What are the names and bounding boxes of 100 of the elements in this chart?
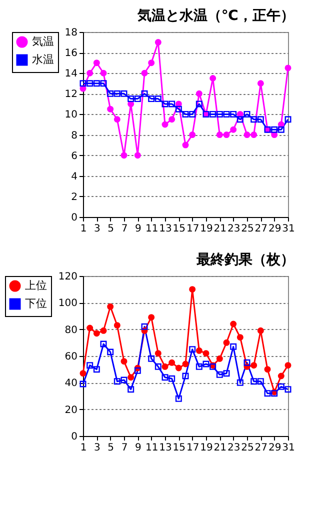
point (216, 355, 223, 362)
y-tick-label: 8 (71, 130, 78, 142)
point (128, 386, 134, 393)
x-tick-label: 23 (227, 224, 240, 234)
point (141, 90, 148, 97)
point (86, 362, 94, 369)
legend-label: 上位 (25, 279, 47, 292)
x-tick-label: 5 (108, 224, 114, 234)
point (284, 386, 292, 393)
point (114, 116, 120, 123)
x-tick-label: 21 (214, 442, 227, 454)
point (244, 132, 250, 138)
y-tick-label: 0 (71, 212, 78, 224)
y-tick-label: 10 (64, 110, 78, 121)
y-tick-label: 60 (64, 352, 78, 362)
point (141, 323, 148, 330)
point (278, 383, 284, 390)
y-tick-label: 20 (64, 404, 78, 416)
point (162, 121, 168, 128)
point (120, 90, 128, 97)
point (134, 152, 141, 159)
point (100, 80, 107, 87)
x-tick-label: 27 (254, 442, 268, 454)
point (86, 80, 94, 87)
point (162, 363, 168, 370)
point (93, 366, 100, 373)
point (257, 80, 264, 87)
point (244, 359, 250, 366)
point (223, 339, 230, 346)
x-tick-label: 7 (121, 442, 128, 454)
point (148, 60, 155, 66)
point (189, 132, 196, 138)
point (93, 80, 100, 87)
point (257, 116, 264, 123)
point (162, 100, 168, 108)
point (271, 126, 278, 133)
x-tick-label: 11 (145, 224, 158, 234)
point (80, 80, 86, 87)
point (93, 60, 100, 66)
legend-label: 水温 (32, 53, 54, 66)
x-tick-label: 31 (282, 442, 295, 454)
point (107, 303, 114, 310)
y-tick-label: 40 (64, 378, 78, 390)
x-tick-label: 7 (121, 224, 128, 234)
point (86, 324, 94, 332)
point (216, 132, 223, 138)
point (223, 370, 230, 377)
point (216, 371, 223, 378)
point (216, 110, 223, 118)
point (175, 364, 182, 372)
point (264, 390, 271, 397)
point (86, 70, 94, 76)
y-tick-label: 18 (64, 28, 78, 38)
point (223, 110, 230, 118)
y-tick-label: 4 (71, 171, 78, 182)
point (236, 379, 244, 386)
point (128, 96, 134, 102)
y-tick-label: 2 (71, 192, 78, 203)
x-tick-label: 21 (214, 224, 227, 234)
point (107, 348, 114, 356)
point (148, 96, 155, 102)
point (168, 375, 176, 382)
point (196, 363, 202, 370)
point (210, 75, 216, 82)
point (168, 100, 176, 108)
point (168, 116, 176, 123)
x-tick-label: 19 (200, 442, 213, 454)
legend-label: 気温 (32, 35, 54, 48)
point (114, 90, 120, 97)
point (250, 132, 258, 138)
point (134, 96, 141, 102)
y-tick-label: 12 (64, 89, 78, 100)
point (162, 374, 168, 381)
point (80, 380, 86, 388)
point (196, 100, 202, 108)
point (250, 378, 258, 385)
point (236, 116, 244, 123)
point (141, 70, 148, 76)
point (278, 372, 284, 380)
y-tick-label: 80 (64, 324, 78, 336)
y-tick-label: 14 (64, 68, 78, 80)
point (120, 376, 128, 384)
x-tick-label: 23 (227, 442, 240, 454)
x-tick-label: 19 (200, 224, 213, 234)
point (134, 367, 141, 374)
point (182, 372, 189, 380)
x-tick-label: 5 (108, 442, 114, 454)
point (154, 363, 162, 370)
point (189, 346, 196, 353)
chart-title: 気温と水温（℃，正午） (136, 8, 294, 24)
point (107, 90, 114, 97)
point (278, 126, 284, 133)
point (168, 359, 176, 366)
point (284, 362, 292, 369)
x-tick-label: 27 (254, 224, 268, 234)
x-tick-label: 17 (186, 442, 200, 454)
point (100, 327, 107, 334)
point (148, 355, 155, 362)
x-tick-label: 3 (94, 442, 100, 454)
point (154, 350, 162, 357)
